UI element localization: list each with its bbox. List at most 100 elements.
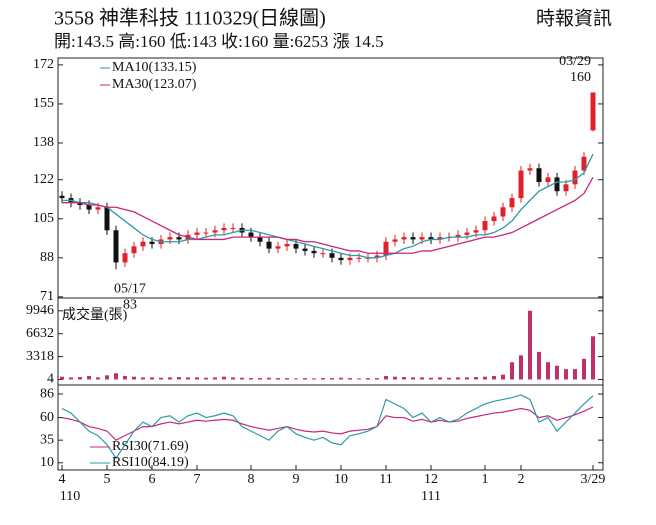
x-tick-label: 6 [149,472,156,487]
x-tick-label: 8 [248,472,255,487]
volume-bar [240,377,244,380]
y-tick-label: 60 [40,410,54,425]
candle-body [536,168,542,183]
rsi-panel [57,384,604,471]
volume-bar [123,376,127,380]
x-tick-label: 3/29 [581,472,606,487]
volume-bar [231,377,235,380]
candle-body [338,257,344,261]
candle-body [95,207,101,210]
candle-body [356,257,362,259]
legend-entry: MA30(123.07) [112,77,197,92]
rsi-line [61,406,594,441]
volume-bar [519,355,523,380]
y-tick-label: 172 [33,57,54,72]
ma-line [62,176,594,254]
volume-bar [303,378,307,380]
volume-bar [537,351,541,380]
volume-bar [321,378,325,380]
x-tick-label: 9 [293,472,300,487]
y-tick-label: 105 [33,211,54,226]
x-tick-label: 5 [104,472,111,487]
volume-bar [555,365,559,380]
volume-bar [465,377,469,380]
volume-bar [429,377,433,380]
candle-body [77,202,83,205]
candle-body [455,234,461,238]
volume-bar [105,375,109,380]
x-tick-label: 4 [59,472,66,487]
volume-bar [69,377,73,380]
candle-body [194,232,200,235]
candle-body [572,170,578,185]
candle-body [149,241,155,245]
volume-bar [267,377,271,380]
high-value: 160 [570,70,591,85]
volume-bar [366,378,370,380]
candle-body [203,232,209,234]
ma-line [62,153,594,259]
volume-bar [177,377,181,380]
candle-body [140,241,146,247]
volume-bar [168,377,172,380]
volume-bar [411,377,415,380]
x-tick-label: 2 [518,472,525,487]
x-tick-label: 7 [194,472,201,487]
volume-bar [375,378,379,380]
candle-body [554,177,560,192]
candle-body [131,246,137,254]
candle-body [473,230,479,233]
candle-body [248,232,254,238]
volume-bar [150,377,154,380]
volume-bar [186,377,190,380]
volume-bar [393,376,397,380]
y-tick-label: 6632 [26,326,54,341]
volume-bar [582,358,586,380]
volume-bar [159,377,163,380]
candle-body [401,237,407,240]
volume-bar [339,377,343,380]
volume-bar [573,369,577,380]
candle-body [590,92,596,131]
candle-body [257,237,263,242]
x-tick-label: 1 [482,472,489,487]
volume-bar [78,377,82,380]
volume-bar [222,376,226,380]
candle-body [104,207,110,231]
y-tick-label: 35 [40,432,54,447]
candle-body [122,253,128,263]
volume-bar [276,378,280,380]
volume-bar [501,374,505,380]
volume-bar [438,377,442,380]
candle-body [59,195,65,199]
candle-body [464,232,470,235]
volume-bar [204,377,208,380]
volume-bar [132,376,136,380]
y-tick-label: 71 [40,289,54,304]
candle-body [311,250,317,254]
candle-body [419,237,425,240]
candle-body [221,227,227,231]
high-date: 03/29 [559,54,591,69]
candle-body [284,244,290,247]
legend-entry: RSI10(84.19) [112,455,189,470]
candle-body [482,221,488,231]
year-label: 111 [421,489,441,504]
candle-body [86,204,92,210]
year-label: 110 [60,489,80,504]
candle-body [302,248,308,251]
candle-body [383,241,389,256]
candle-body [509,198,515,208]
volume-bar [249,378,253,380]
y-tick-label: 88 [40,250,54,265]
candle-body [563,184,569,192]
volume-bar [474,377,478,380]
source: 時報資訊 [536,7,612,29]
y-tick-label: 155 [33,96,54,111]
volume-bar [114,373,118,380]
volume-bar [213,377,217,380]
volume-bar [330,378,334,380]
chart-title: 3558 神準科技 1110329(日線圖) [54,7,326,30]
candle-body [581,156,587,171]
